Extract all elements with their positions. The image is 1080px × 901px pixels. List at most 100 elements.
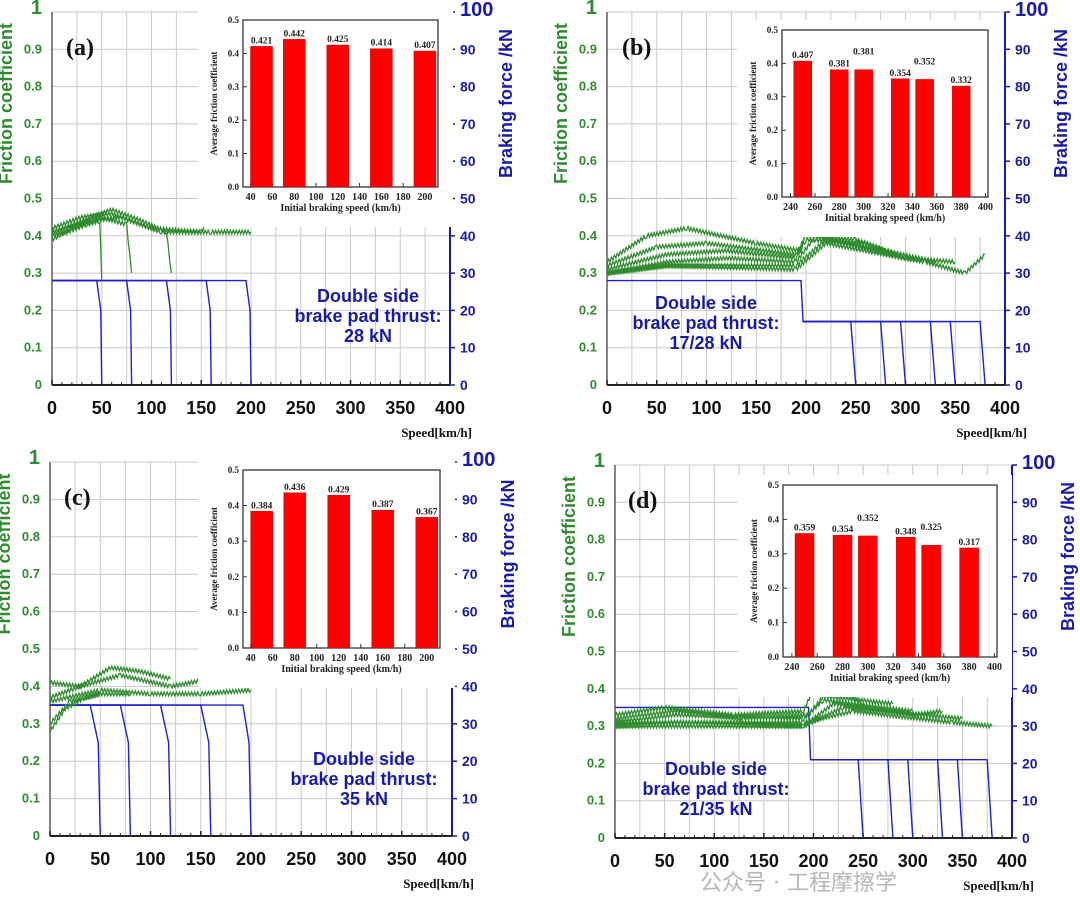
inset-bar-value-label: 0.414	[371, 39, 393, 49]
inset-y-tick-label: 0.0	[768, 652, 780, 662]
thrust-annotation-line: Double side	[317, 286, 419, 306]
y-right-axis-label: Braking force /kN	[1051, 29, 1071, 178]
inset-bar-chart: 0.0 0.1 0.2 0.3 0.4 0.5 240 260 280 300 320 340 360 3…	[737, 20, 1003, 237]
x-tick-label: 0	[45, 849, 55, 869]
panel-label: (b)	[622, 35, 651, 61]
x-tick-label: 400	[435, 398, 465, 418]
y-right-tick-label: 0	[460, 377, 468, 393]
x-tick-label: 150	[749, 851, 779, 871]
inset-x-tick-label: 100	[308, 192, 323, 203]
friction-coefficient-line	[606, 232, 936, 277]
watermark: 公众号 · 工程摩擦学	[700, 871, 897, 896]
y-right-tick-label: 90	[1015, 41, 1031, 57]
y-right-tick-label: 50	[1015, 191, 1031, 207]
inset-y-tick-label: 0.1	[228, 607, 240, 617]
inset-y-tick-label: 0.3	[768, 549, 780, 559]
panel-d: 0 50 100 150 200 250 300 350 40000.10.20.30.40.5…	[559, 450, 1078, 893]
y-left-tick-label: 0.3	[587, 718, 605, 733]
y-left-tick-label: 0.3	[579, 265, 597, 280]
panel-a: 0 50 100 150 200 250 300 350 40000.10.20.30.40.5…	[0, 0, 516, 440]
inset-x-tick-label: 80	[290, 653, 300, 664]
thrust-annotation-line: Double side	[313, 749, 415, 769]
inset-y-tick-label: 0.3	[228, 536, 240, 546]
inset-x-tick-label: 400	[978, 202, 993, 213]
inset-bar	[250, 511, 273, 649]
thrust-annotation-line: brake pad thrust:	[632, 313, 779, 333]
inset-x-tick-label: 60	[268, 653, 278, 664]
y-left-tick-label: 0.4	[587, 681, 606, 696]
inset-x-tick-label: 300	[856, 202, 871, 213]
x-tick-label: 150	[186, 398, 216, 418]
y-left-tick-label: 1	[586, 0, 597, 19]
inset-y-tick-label: 0.2	[767, 125, 779, 135]
braking-force-line	[810, 758, 914, 839]
inset-y-tick-label: 0.0	[228, 643, 240, 653]
inset-bar-value-label: 0.429	[328, 485, 350, 495]
inset-bar-value-label: 0.354	[832, 525, 854, 535]
y-left-tick-label: 0.7	[579, 116, 597, 131]
inset-x-tick-label: 160	[374, 192, 389, 203]
inset-x-tick-label: 320	[886, 662, 901, 673]
inset-bar-value-label: 0.325	[920, 523, 942, 533]
braking-force-line	[810, 758, 944, 839]
y-right-tick-label: 50	[1022, 644, 1038, 660]
inset-bar	[250, 46, 273, 188]
thrust-annotation-line: brake pad thrust:	[294, 306, 441, 326]
inset-y-axis-label: Average friction coefficient	[748, 62, 758, 166]
inset-x-tick-label: 320	[881, 202, 896, 213]
y-left-tick-label: 1	[29, 447, 40, 469]
x-tick-label: 400	[990, 398, 1020, 418]
inset-x-tick-label: 200	[417, 192, 432, 203]
inset-bar	[370, 48, 393, 188]
x-axis-label: Speed[km/h]	[401, 425, 472, 440]
friction-coefficient-line	[49, 690, 131, 726]
inset-x-tick-label: 400	[987, 662, 1002, 673]
braking-force-line	[810, 758, 993, 839]
inset-bar-value-label: 0.381	[829, 60, 851, 70]
inset-y-tick-label: 0.1	[228, 149, 240, 159]
x-axis-label: Speed[km/h]	[956, 425, 1027, 440]
inset-x-tick-label: 280	[832, 202, 847, 213]
panel-label: (a)	[66, 35, 94, 61]
x-tick-label: 100	[691, 398, 721, 418]
x-tick-label: 350	[387, 849, 417, 869]
inset-bar-value-label: 0.359	[794, 524, 816, 534]
y-left-axis-label: Friction coefficient	[559, 476, 579, 637]
y-left-tick-label: 0.3	[24, 265, 42, 280]
y-left-tick-label: 0.5	[24, 191, 42, 206]
braking-force-line	[52, 279, 133, 386]
y-left-axis-label: Friction coefficient	[551, 23, 571, 184]
x-tick-label: 250	[841, 398, 871, 418]
y-right-tick-label: 50	[460, 191, 476, 207]
y-left-tick-label: 0.7	[22, 566, 40, 581]
inset-bar-value-label: 0.381	[853, 48, 875, 58]
inset-x-axis-label: Initial braking speed (km/h)	[825, 213, 945, 224]
y-left-tick-label: 1	[594, 450, 605, 472]
panel-label: (c)	[64, 485, 91, 511]
inset-y-tick-label: 0.5	[228, 15, 240, 25]
inset-x-tick-label: 240	[784, 662, 799, 673]
x-tick-label: 400	[997, 851, 1027, 871]
inset-bar	[415, 517, 439, 649]
thrust-annotation-line: Double side	[665, 759, 767, 779]
inset-bar	[854, 69, 873, 198]
y-left-tick-label: 0.4	[579, 228, 598, 243]
x-tick-label: 200	[236, 398, 266, 418]
y-right-tick-label: 40	[462, 678, 478, 694]
y-left-tick-label: 0.1	[587, 793, 605, 808]
x-axis-label: Speed[km/h]	[403, 876, 474, 891]
y-left-tick-label: 1	[31, 0, 42, 19]
inset-x-tick-label: 280	[835, 662, 850, 673]
inset-y-tick-label: 0.4	[228, 501, 240, 511]
x-tick-label: 350	[940, 398, 970, 418]
inset-bar-chart: 0.0 0.1 0.2 0.3 0.4 0.5 40 60 80 100 120 140 160 180 2…	[198, 460, 455, 688]
inset-x-tick-label: 60	[267, 192, 277, 203]
y-left-tick-label: 0.8	[579, 79, 597, 94]
inset-bar-value-label: 0.384	[251, 501, 273, 511]
x-tick-label: 200	[791, 398, 821, 418]
inset-bar-chart: 0.0 0.1 0.2 0.3 0.4 0.5 240 260 280 300 320 340 360 3…	[738, 475, 1012, 697]
y-right-tick-label: 70	[1015, 116, 1031, 132]
y-left-tick-label: 0.3	[22, 716, 40, 731]
